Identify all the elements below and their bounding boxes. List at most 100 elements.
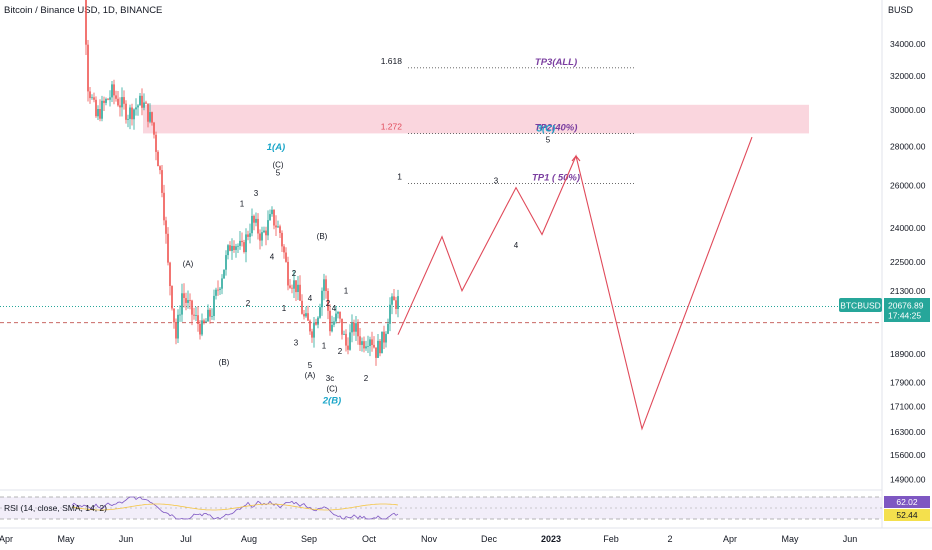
candle-body — [313, 322, 315, 338]
candle-body — [297, 284, 299, 292]
candle-body — [191, 300, 193, 315]
candle-body — [219, 288, 221, 290]
time-tick-label: 2023 — [541, 534, 561, 544]
wave-label: 1(A) — [267, 142, 285, 153]
price-tick-label: 18900.00 — [890, 349, 926, 359]
price-tick-label: 22500.00 — [890, 257, 926, 267]
time-tick-label: Dec — [481, 534, 498, 544]
candle-body — [379, 340, 381, 354]
candle-body — [261, 232, 263, 241]
symbol-tag — [839, 298, 882, 312]
candle-body — [279, 226, 281, 233]
wave-label: 4 — [308, 294, 313, 303]
time-tick-label: May — [57, 534, 75, 544]
wave-label: 1 — [344, 286, 349, 295]
candle-body — [229, 245, 231, 251]
candle-body — [293, 280, 295, 289]
time-tick-label: Apr — [0, 534, 13, 544]
fib-ratio-label: 1 — [397, 172, 402, 182]
candle-body — [331, 324, 333, 332]
candle-body — [323, 279, 325, 291]
candle-body — [155, 134, 157, 152]
candle-body — [87, 44, 89, 92]
candle-body — [195, 315, 197, 316]
candle-body — [153, 122, 155, 135]
candle-body — [199, 324, 201, 335]
wave-label: (C) — [272, 161, 283, 170]
candle-body — [121, 97, 123, 108]
candle-body — [109, 97, 111, 100]
candle-body — [347, 345, 349, 350]
rsi-panel: RSI (14, close, SMA, 14, 2) 62.02 52.44 — [0, 496, 930, 521]
rsi-value-text: 62.02 — [896, 497, 918, 507]
time-tick-label: Sep — [301, 534, 317, 544]
candle-body — [385, 333, 387, 343]
candle-body — [107, 98, 109, 100]
candle-body — [239, 240, 241, 246]
candle-body — [319, 307, 321, 318]
candle-body — [389, 304, 391, 324]
fib-target-label: TP1 ( 50%) — [532, 173, 580, 184]
candle-body — [187, 300, 189, 303]
candle-body — [357, 323, 359, 337]
time-tick-label: 2 — [667, 534, 672, 544]
candle-body — [377, 340, 379, 358]
candle-body — [209, 309, 211, 317]
candle-body — [95, 99, 97, 117]
fib-ratio-label: 1.272 — [381, 121, 403, 131]
candle-body — [359, 336, 361, 345]
time-tick-label: Oct — [362, 534, 377, 544]
fib-ratio-label: 1.618 — [381, 56, 403, 66]
candle-body — [227, 245, 229, 256]
candle-body — [369, 339, 371, 346]
candle-body — [295, 280, 297, 293]
candle-body — [145, 102, 147, 104]
candle-body — [165, 220, 167, 234]
candle-body — [211, 316, 213, 317]
candle-body — [309, 320, 311, 332]
candle-body — [175, 322, 177, 339]
candle-body — [93, 97, 95, 100]
candle-body — [249, 233, 251, 237]
candle-body — [231, 245, 233, 251]
candle-body — [307, 313, 309, 321]
candle-body — [259, 233, 261, 241]
candle-body — [111, 84, 113, 98]
candle-body — [177, 314, 179, 339]
price-tick-label: 21300.00 — [890, 286, 926, 296]
rsi-line — [71, 496, 399, 520]
candle-body — [247, 234, 249, 237]
wave-label: 1 — [240, 199, 245, 208]
candle-body — [329, 310, 331, 332]
candle-body — [193, 314, 195, 316]
candle-body — [343, 333, 345, 335]
wave-label: 2 — [364, 374, 369, 383]
candle-body — [289, 285, 291, 288]
candle-body — [123, 97, 125, 104]
candle-body — [127, 118, 129, 120]
rsi-label: RSI (14, close, SMA, 14, 2) — [4, 503, 107, 513]
candle-body — [173, 308, 175, 323]
candle-body — [277, 226, 279, 228]
candle-body — [353, 322, 355, 332]
time-tick-label: Apr — [723, 534, 737, 544]
wave-label: 4 — [270, 253, 275, 262]
candle-body — [333, 321, 335, 325]
price-tick-label: 34000.00 — [890, 39, 926, 49]
candle-body — [363, 341, 365, 349]
candle-body — [263, 230, 265, 233]
wave-label: 4 — [332, 304, 337, 313]
rsi-sma-line — [71, 503, 399, 511]
candle-body — [183, 293, 185, 298]
price-tick-label: 14900.00 — [890, 474, 926, 484]
fib-target-label: TP2(40%) — [535, 122, 578, 133]
candle-body — [291, 287, 293, 289]
candle-body — [395, 300, 397, 309]
candle-body — [233, 245, 235, 250]
projection-arrowhead — [571, 155, 581, 162]
price-tick-label: 17100.00 — [890, 402, 926, 412]
candle-body — [393, 296, 395, 301]
